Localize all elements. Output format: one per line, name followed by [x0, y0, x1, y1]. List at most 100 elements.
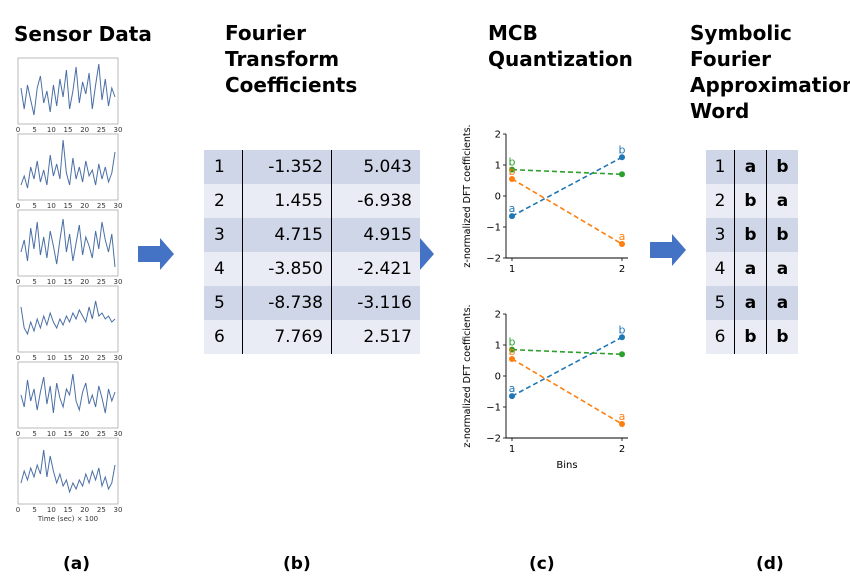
y-axis-label: z-normalized DFT coefficients.: [462, 124, 473, 267]
y-tick-label: 0: [495, 372, 501, 383]
x-tick-label: 15: [64, 202, 73, 210]
coefficient-cell: 4.915: [331, 218, 420, 252]
coefficients-table: 1 -1.352 5.043 2 1.455 -6.938 3 4.715 4.915 4 -3.8…: [204, 150, 420, 354]
data-point: [509, 346, 515, 353]
symbol-cell: b: [766, 150, 798, 184]
coefficient-cell: -6.938: [331, 184, 420, 218]
x-tick-label: 15: [64, 430, 73, 438]
symbol-cell: a: [766, 184, 798, 218]
sensor-plot: 0 5 10 15 20 25 30: [16, 285, 122, 362]
symbol-label: a: [509, 382, 516, 395]
mcb-chart-top: 2 1 0 −1 −2 1 2 z-normalized DFT coefficients. a…: [462, 124, 628, 275]
y-tick-label: 2: [495, 130, 501, 141]
caption-d: (d): [756, 554, 784, 574]
x-tick-label: 1: [509, 264, 515, 275]
series-line: [511, 156, 623, 217]
x-tick-label: 2: [619, 264, 625, 275]
x-tick-label: 0: [16, 202, 20, 210]
x-tick-label: 15: [64, 354, 73, 362]
caption-a: (a): [63, 554, 91, 574]
row-index: 5: [706, 286, 735, 320]
sensor-line: [20, 300, 116, 336]
data-point: [509, 355, 515, 362]
y-tick-label: 0: [495, 192, 501, 203]
x-tick-label: 30: [114, 506, 123, 514]
sensor-line: [20, 449, 116, 494]
symbol-cell: a: [734, 150, 767, 184]
x-tick-label: 5: [32, 126, 36, 134]
data-point: [509, 166, 515, 173]
symbol-cell: a: [766, 252, 798, 286]
sensor-line: [20, 218, 116, 268]
sfa-title-line: Symbolic: [690, 21, 792, 45]
x-tick-label: 0: [16, 278, 20, 286]
caption-b: (b): [283, 554, 311, 574]
sfa-title-line: Word: [690, 99, 750, 123]
x-tick-label: 30: [114, 202, 123, 210]
x-tick-label: 20: [80, 126, 89, 134]
symbol-cell: b: [766, 320, 798, 354]
x-tick-label: 25: [97, 430, 106, 438]
sensor-plot: 0 5 10 15 20 25 30: [16, 209, 122, 286]
sfa-title: Symbolic Fourier Approximation Word: [690, 20, 850, 124]
data-point: [509, 393, 515, 400]
fourier-title-line: Coefficients: [225, 73, 358, 97]
series-line: [511, 348, 623, 356]
x-tick-label: 20: [80, 506, 89, 514]
row-index: 4: [204, 252, 243, 286]
y-tick-label: −2: [486, 254, 501, 265]
x-tick-label: 10: [47, 202, 56, 210]
row-index: 2: [706, 184, 735, 218]
data-point: [619, 334, 625, 341]
series-line: [511, 336, 623, 397]
x-tick-label: 20: [80, 430, 89, 438]
arrow-icon: [650, 234, 686, 266]
arrow-icon: [138, 238, 174, 270]
x-tick-label: 0: [16, 354, 20, 362]
coefficient-cell: -3.850: [242, 252, 332, 286]
symbol-label: b: [509, 165, 516, 178]
row-index: 1: [706, 150, 735, 184]
sensor-line: [20, 139, 116, 189]
data-point: [509, 175, 515, 182]
x-tick-label: 5: [32, 354, 36, 362]
row-index: 3: [706, 218, 735, 252]
table-row: 3 4.715 4.915: [204, 218, 420, 252]
y-tick-label: −1: [486, 403, 501, 414]
fourier-title-line: Fourier: [225, 21, 306, 45]
row-index: 4: [706, 252, 735, 286]
x-tick-label: 0: [16, 430, 20, 438]
coefficient-cell: -8.738: [242, 286, 332, 320]
x-tick-label: 15: [64, 126, 73, 134]
symbol-label: b: [509, 336, 516, 349]
x-tick-label: 20: [80, 202, 89, 210]
symbol-cell: b: [734, 218, 767, 252]
x-tick-label: 15: [64, 278, 73, 286]
sensor-line: [20, 373, 116, 414]
table-row: 5 -8.738 -3.116: [204, 286, 420, 320]
x-tick-label: 10: [47, 430, 56, 438]
series-line: [511, 358, 623, 425]
y-axis-label: z-normalized DFT coefficients.: [462, 304, 473, 447]
symbol-label: b: [619, 323, 626, 336]
table-row: 1 -1.352 5.043: [204, 150, 420, 184]
x-tick-label: 5: [32, 430, 36, 438]
y-tick-label: 1: [495, 341, 501, 352]
coefficient-cell: 5.043: [331, 150, 420, 184]
x-tick-label: 20: [80, 278, 89, 286]
sfa-title-line: Fourier: [690, 47, 771, 71]
series-line: [511, 168, 623, 176]
row-index: 1: [204, 150, 243, 184]
caption-c: (c): [529, 554, 555, 574]
symbol-label: b: [619, 143, 626, 156]
y-tick-label: −1: [486, 223, 501, 234]
sensor-plot: 0 5 10 15 20 25 30: [16, 361, 122, 438]
data-point: [619, 421, 625, 428]
x-tick-label: 0: [16, 126, 20, 134]
data-point: [619, 171, 625, 178]
row-index: 5: [204, 286, 243, 320]
sfa-title-line: Approximation: [690, 73, 850, 97]
